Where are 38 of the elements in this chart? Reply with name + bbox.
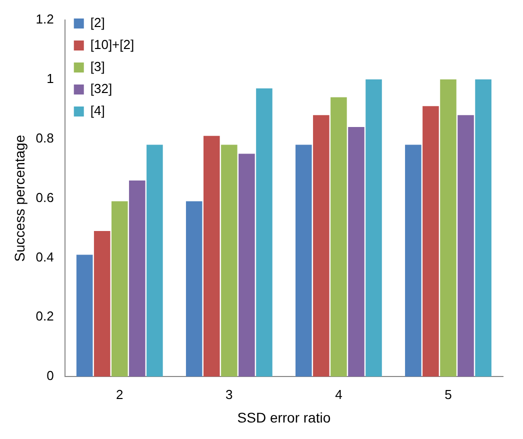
legend-label: [10]+[2] [90, 37, 134, 52]
bar [238, 154, 255, 377]
y-tick-label: 1.2 [36, 12, 54, 27]
legend-label: [2] [90, 15, 105, 30]
bar [422, 106, 439, 377]
y-tick-label: 0.2 [36, 308, 54, 324]
x-tick-label: 4 [335, 386, 342, 402]
bar [146, 144, 163, 377]
bar [440, 79, 456, 377]
bar [76, 254, 93, 377]
y-tick-label: 0.4 [36, 249, 54, 264]
y-tick-label: 0.6 [36, 190, 54, 205]
bar [186, 201, 202, 377]
bar [94, 230, 110, 377]
bar [348, 126, 364, 377]
legend-label: [3] [90, 59, 105, 74]
bar [458, 115, 474, 377]
bar [129, 180, 146, 377]
x-tick-label: 5 [444, 386, 452, 402]
y-tick-label: 1 [46, 71, 54, 86]
y-axis-title: Success percentage [11, 134, 28, 262]
x-tick-label: 3 [226, 386, 233, 402]
x-axis-title: SSD error ratio [237, 409, 331, 426]
bar [405, 144, 422, 377]
legend-label: [32] [90, 81, 112, 96]
x-tick-label: 2 [116, 386, 124, 402]
bar [221, 144, 238, 377]
bar [203, 136, 220, 377]
bar [111, 201, 128, 377]
bar [475, 79, 492, 377]
bar [330, 97, 347, 377]
bar [256, 88, 272, 377]
bar [313, 115, 330, 377]
y-tick-label: 0 [46, 368, 54, 384]
bar [366, 79, 382, 377]
bar [296, 144, 312, 377]
y-tick-label: 0.8 [36, 130, 54, 146]
legend-label: [4] [90, 103, 105, 118]
